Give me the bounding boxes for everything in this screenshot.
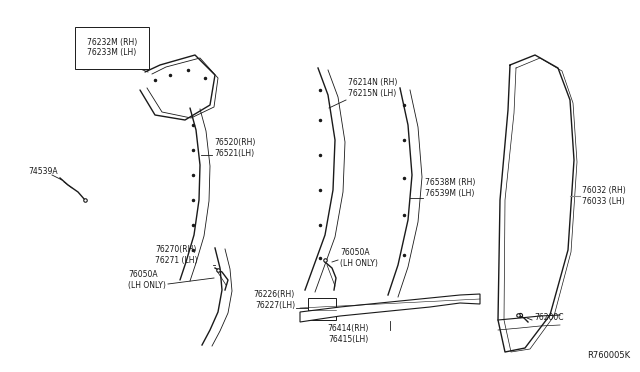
Text: 76414(RH)
76415(LH): 76414(RH) 76415(LH) [327,324,369,344]
Text: 76270(RH)
76271 (LH): 76270(RH) 76271 (LH) [155,245,198,265]
Text: 76538M (RH)
76539M (LH): 76538M (RH) 76539M (LH) [425,178,476,198]
Text: 76032 (RH)
76033 (LH): 76032 (RH) 76033 (LH) [582,186,626,206]
Text: 76200C: 76200C [534,314,563,323]
Text: 76520(RH)
76521(LH): 76520(RH) 76521(LH) [214,138,255,158]
Text: 76050A
(LH ONLY): 76050A (LH ONLY) [340,248,378,268]
Text: 76232M (RH)
76233M (LH): 76232M (RH) 76233M (LH) [87,38,137,57]
Text: 76226(RH)
76227(LH): 76226(RH) 76227(LH) [253,290,295,310]
Text: 76050A
(LH ONLY): 76050A (LH ONLY) [128,270,166,290]
Bar [308,298,336,320]
Text: 76214N (RH)
76215N (LH): 76214N (RH) 76215N (LH) [348,78,397,98]
Polygon shape [300,294,480,322]
Text: 74539A: 74539A [28,167,58,176]
Text: R760005K: R760005K [587,351,630,360]
